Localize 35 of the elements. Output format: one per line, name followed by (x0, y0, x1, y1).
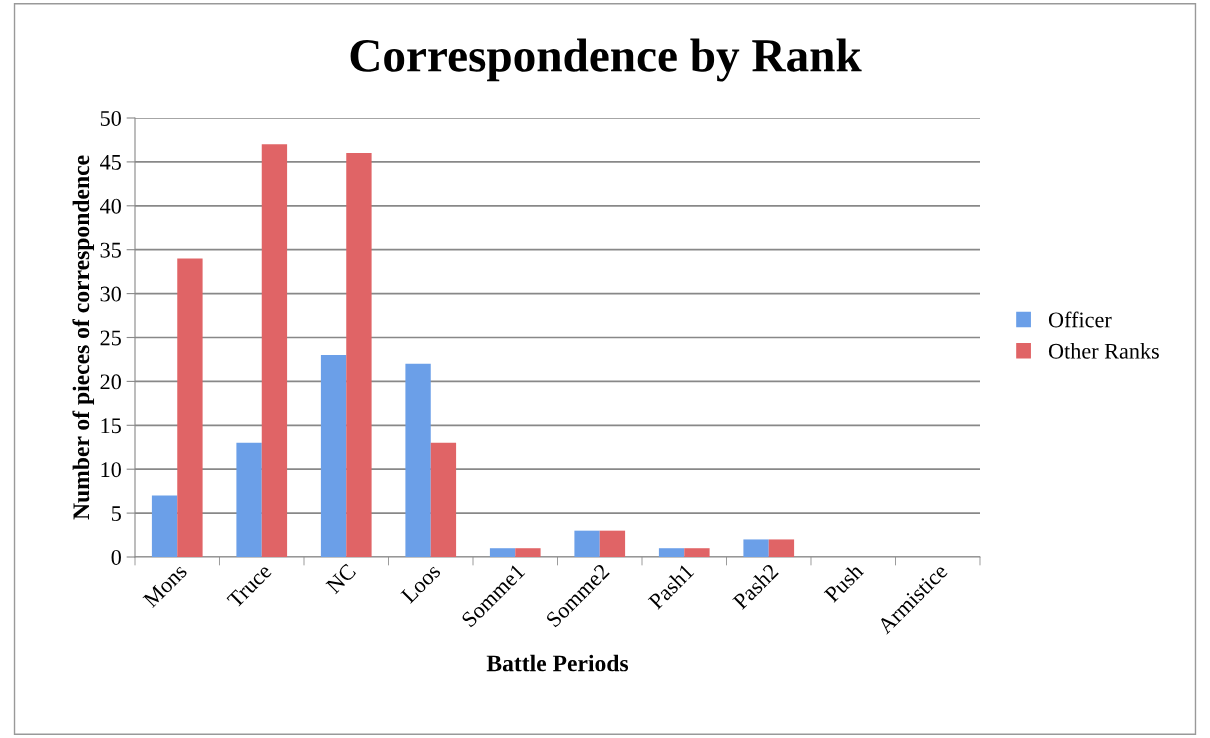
bar (574, 530, 600, 557)
bar (320, 355, 347, 557)
y-axis-title: Number of pieces of correspondence (72, 155, 95, 520)
bar (177, 258, 203, 557)
y-tick-label: 20 (100, 374, 121, 390)
y-tick-label: 50 (100, 110, 121, 126)
y-tick-label: 0 (111, 549, 121, 565)
bar (599, 530, 626, 557)
y-tick-label: 10 (101, 462, 121, 478)
bar (684, 548, 710, 557)
x-tick-label: NC (325, 563, 357, 595)
bar (489, 548, 516, 557)
y-tick-label: 30 (100, 286, 121, 302)
y-tick-label: 15 (101, 418, 121, 434)
chart-title: Correspondence by Rank (350, 38, 862, 82)
bar (515, 548, 541, 557)
bar (405, 363, 431, 557)
x-tick-label: Loos (400, 563, 442, 604)
legend-label: Other Ranks (1048, 343, 1159, 359)
x-axis-title: Battle Periods (486, 654, 629, 672)
y-tick-label: 35 (100, 242, 121, 258)
y-tick-label: 45 (100, 154, 121, 170)
bar (743, 539, 769, 557)
bar (151, 495, 178, 557)
bar (346, 153, 372, 557)
bar (236, 442, 262, 557)
bar (261, 144, 288, 557)
bar (768, 539, 795, 557)
y-tick-label: 5 (111, 506, 121, 522)
y-tick-label: 25 (100, 330, 121, 346)
x-tick-label: Push (823, 562, 865, 604)
y-tick-label: 40 (100, 198, 121, 214)
legend-label: Officer (1048, 311, 1112, 328)
bar (658, 548, 685, 557)
bar (430, 442, 457, 557)
